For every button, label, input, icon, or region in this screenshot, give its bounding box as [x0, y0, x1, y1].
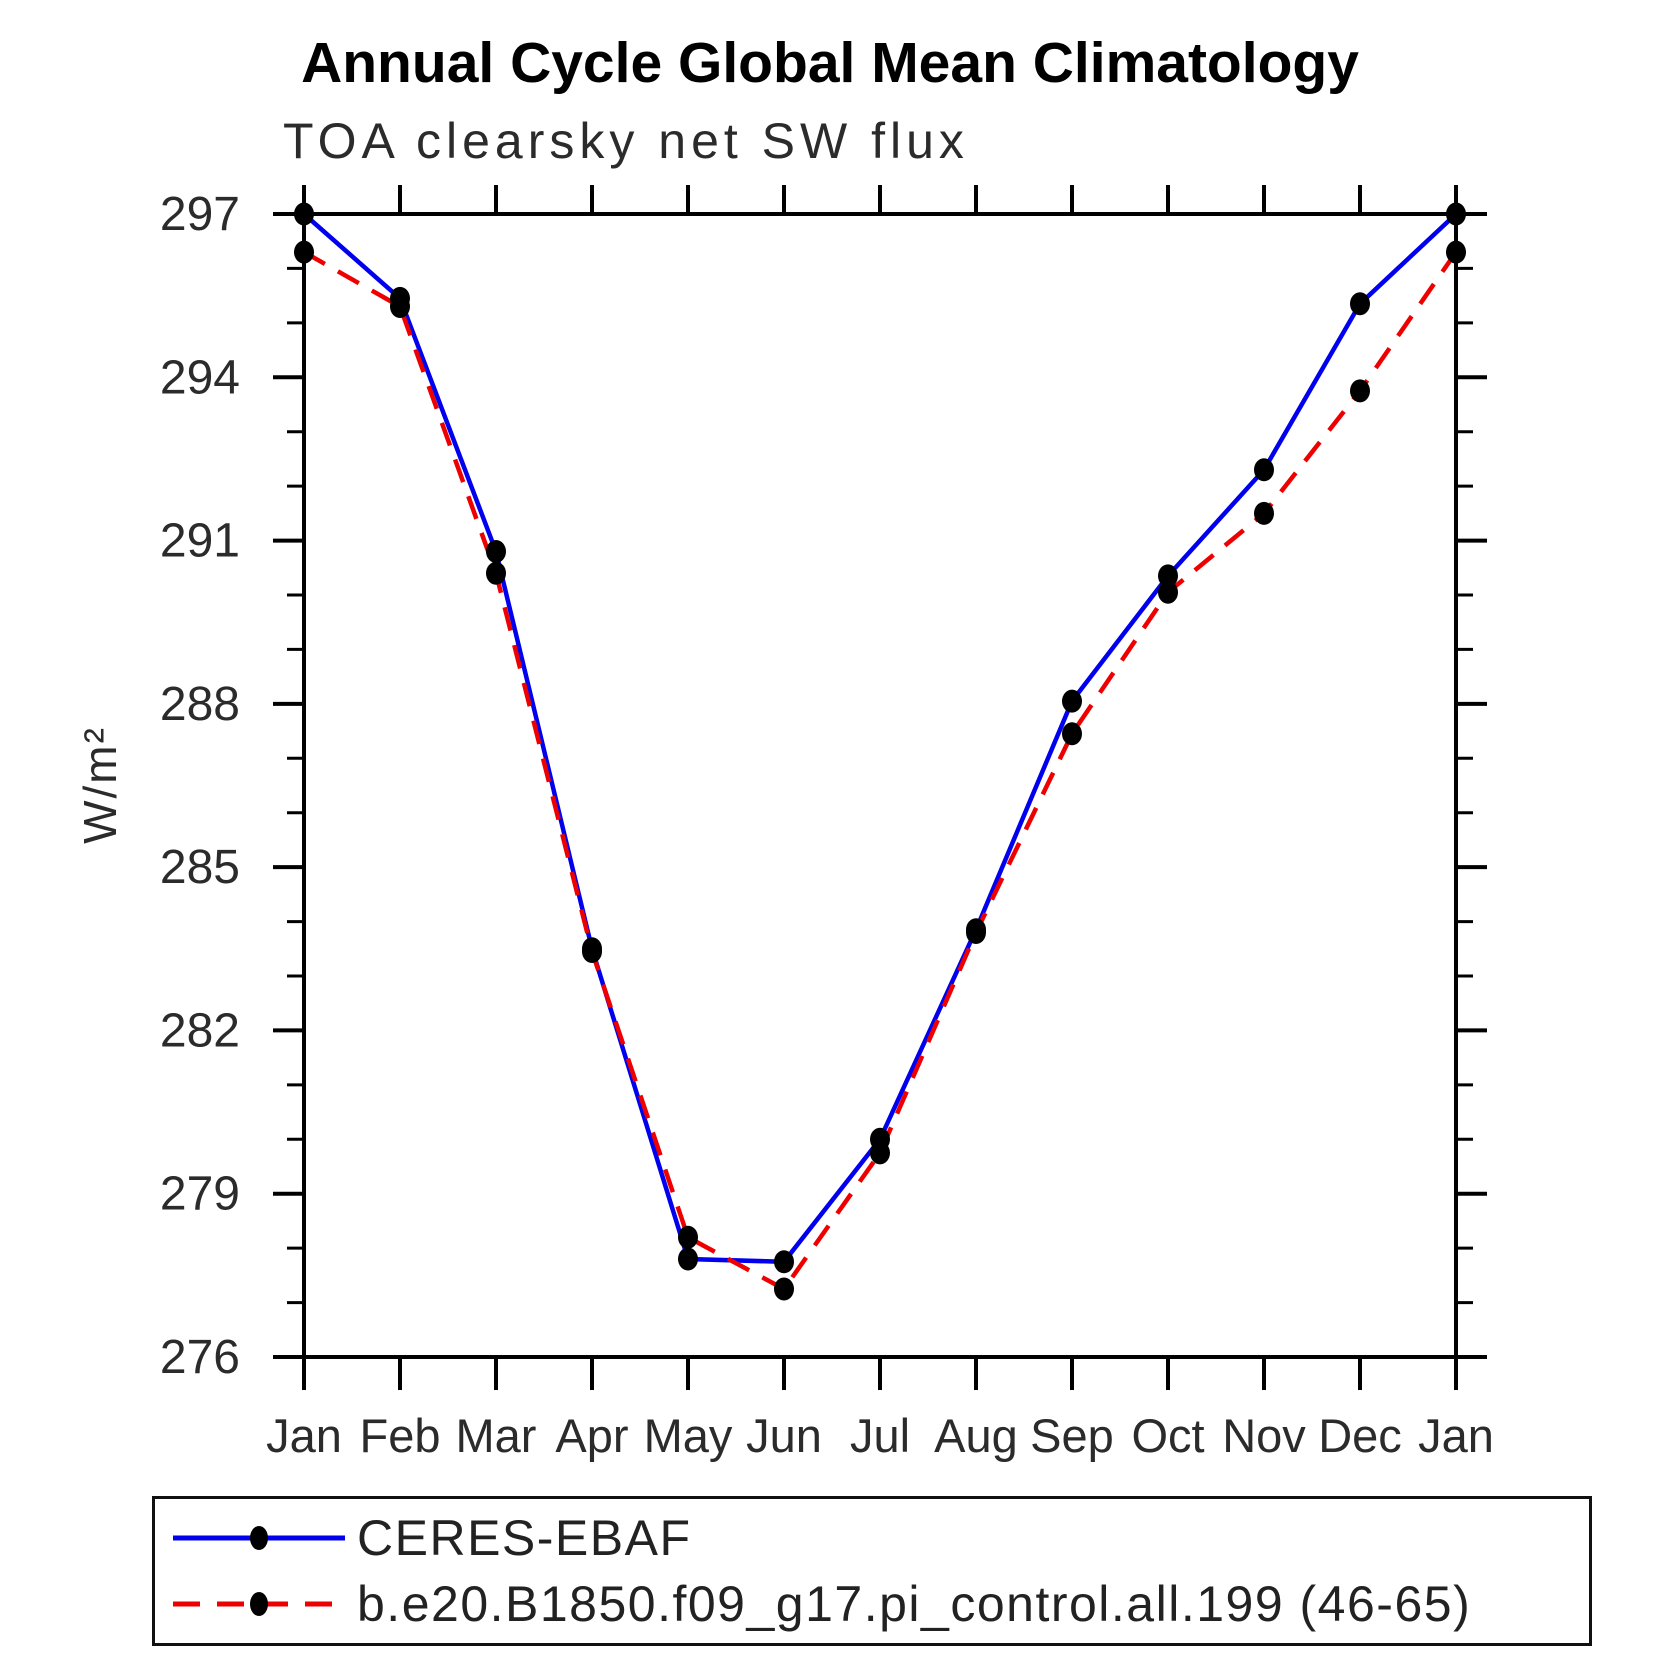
x-tick-label: Nov — [1222, 1409, 1306, 1462]
data-point-model-Mar — [486, 561, 506, 585]
x-tick-label: Dec — [1318, 1409, 1402, 1462]
x-tick-label: Jun — [746, 1409, 822, 1462]
data-point-ceres-ebaf-May — [678, 1247, 698, 1271]
data-point-ceres-ebaf-Jun — [774, 1250, 794, 1274]
chart-title: Annual Cycle Global Mean Climatology — [301, 31, 1359, 95]
data-point-ceres-ebaf-Jan — [294, 202, 314, 226]
legend-line-sample-dashed — [173, 1592, 345, 1616]
data-point-ceres-ebaf-Jan — [1446, 202, 1466, 226]
data-point-ceres-ebaf-Dec — [1350, 292, 1370, 316]
x-tick-label: Jan — [266, 1409, 342, 1462]
x-tick-label: Jul — [850, 1409, 910, 1462]
data-point-model-Sep — [1062, 722, 1082, 746]
data-point-ceres-ebaf-Oct — [1158, 564, 1178, 588]
legend-label-ceres: CERES-EBAF — [357, 1510, 692, 1566]
data-point-model-May — [678, 1225, 698, 1249]
y-tick-label: 279 — [160, 1168, 240, 1221]
x-tick-label: Jan — [1418, 1409, 1494, 1462]
y-tick-label: 291 — [160, 515, 240, 568]
x-tick-label: Feb — [360, 1409, 441, 1462]
plot-frame — [302, 212, 1458, 1359]
data-point-model-Jan — [294, 240, 314, 264]
data-point-model-Jun — [774, 1277, 794, 1301]
data-point-ceres-ebaf-Sep — [1062, 689, 1082, 713]
chart-subtitle: TOA clearsky net SW flux — [283, 113, 969, 169]
y-tick-label: 282 — [160, 1004, 240, 1057]
x-tick-label: May — [644, 1409, 733, 1462]
series-line-ceres-ebaf — [302, 212, 1458, 1265]
data-point-model-Jul — [870, 1141, 890, 1165]
legend-line-sample-solid — [173, 1526, 345, 1550]
legend: CERES-EBAF b.e20.B1850.f09_g17.pi_contro… — [152, 1496, 1592, 1646]
x-tick-label: Oct — [1131, 1409, 1204, 1462]
data-point-model-Feb — [390, 295, 410, 318]
data-point-model-Nov — [1254, 501, 1274, 525]
data-point-model-Oct — [1158, 580, 1178, 604]
data-point-ceres-ebaf-Nov — [1254, 458, 1274, 482]
y-tick-label: 285 — [160, 841, 240, 894]
legend-row-model: b.e20.B1850.f09_g17.pi_control.all.199 (… — [169, 1573, 1589, 1635]
y-tick-label: 288 — [160, 678, 240, 731]
y-tick-label: 297 — [160, 188, 240, 241]
y-tick-label: 276 — [160, 1331, 240, 1384]
x-tick-label: Sep — [1030, 1409, 1114, 1462]
data-point-model-Aug — [966, 921, 986, 944]
data-point-model-Jan — [1446, 240, 1466, 264]
x-tick-label: Aug — [934, 1409, 1018, 1462]
x-tick-label: Mar — [456, 1409, 537, 1462]
data-point-model-Dec — [1350, 379, 1370, 403]
data-point-model-Apr — [582, 940, 602, 963]
y-tick-label: 294 — [160, 351, 240, 404]
legend-row-ceres: CERES-EBAF — [169, 1507, 1589, 1569]
x-tick-label: Apr — [555, 1409, 628, 1462]
legend-label-model: b.e20.B1850.f09_g17.pi_control.all.199 (… — [357, 1576, 1472, 1632]
data-point-ceres-ebaf-Mar — [486, 540, 506, 563]
